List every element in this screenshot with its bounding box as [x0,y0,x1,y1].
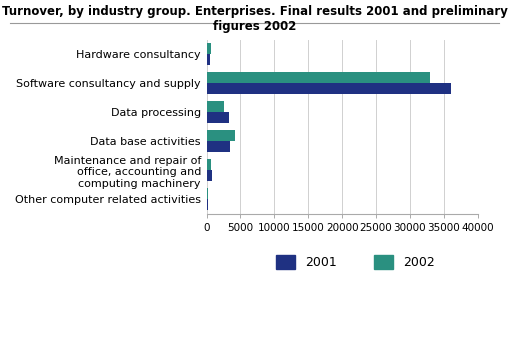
Text: Turnover, by industry group. Enterprises. Final results 2001 and preliminary fig: Turnover, by industry group. Enterprises… [2,5,507,33]
Bar [207,83,450,94]
Bar [207,54,210,65]
Bar [207,159,211,170]
Legend: 2001, 2002: 2001, 2002 [271,250,440,274]
Bar [207,189,208,200]
Bar [207,72,430,83]
Bar [207,170,212,181]
Bar [207,141,230,152]
Bar [207,43,211,54]
Bar [207,102,224,113]
Bar [207,130,235,141]
Bar [207,113,229,124]
Bar [207,200,208,211]
